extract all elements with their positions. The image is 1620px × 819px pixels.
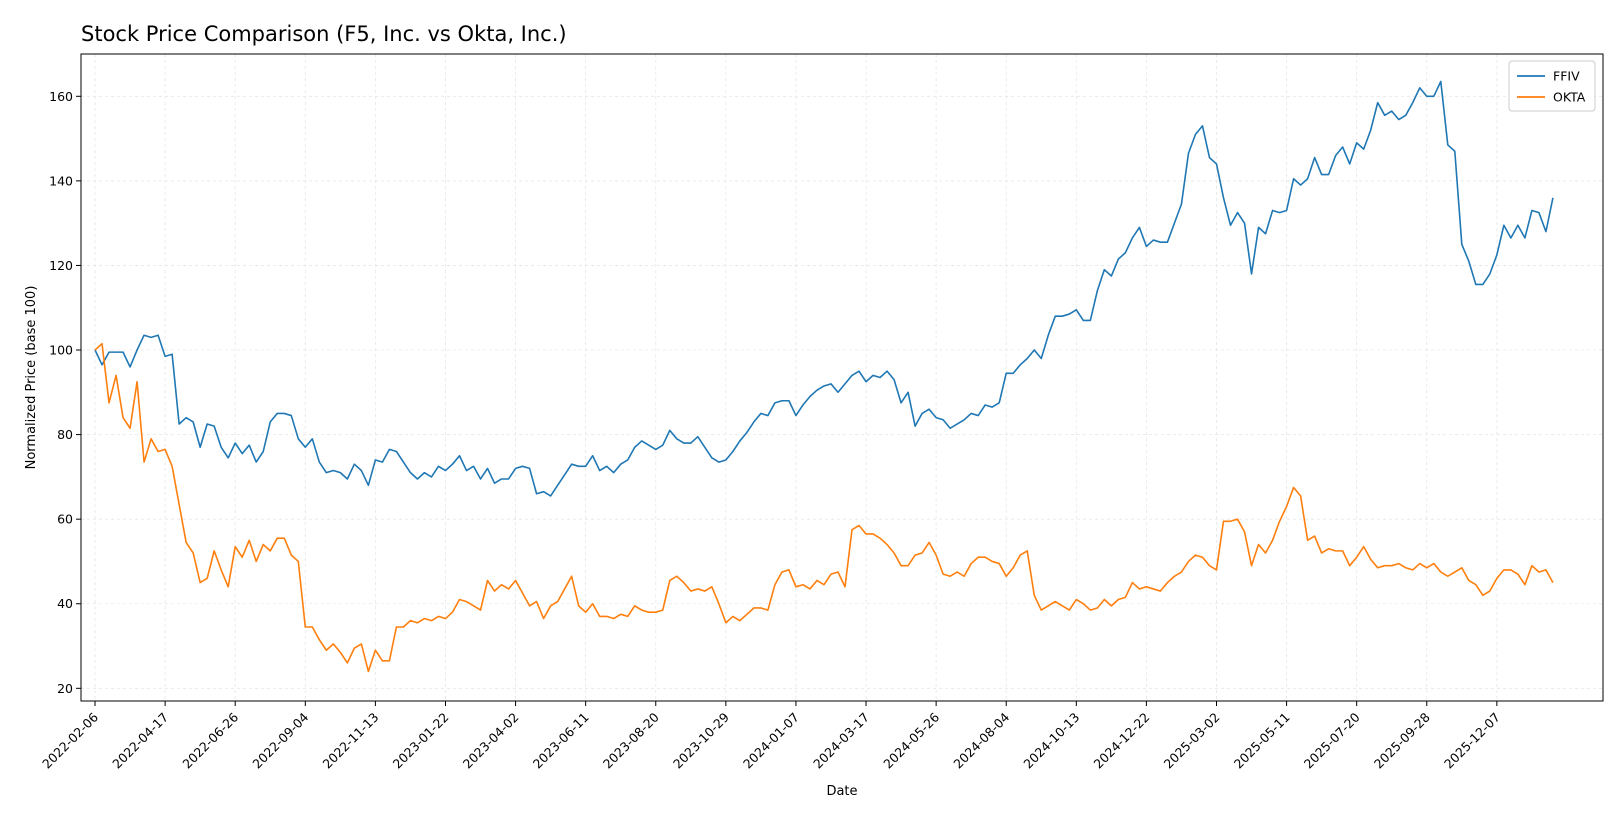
y-axis-ticks: 20 40 60 80 100 120 140 160 bbox=[49, 89, 81, 696]
series-line-okta bbox=[94, 342, 1554, 673]
y-tick-label: 80 bbox=[57, 427, 73, 442]
y-axis-label: Normalized Price (base 100) bbox=[24, 286, 39, 470]
y-tick-label: 40 bbox=[57, 596, 73, 611]
legend-label-okta: OKTA bbox=[1553, 90, 1586, 105]
plot-frame bbox=[80, 53, 1604, 702]
legend-box bbox=[1508, 60, 1596, 112]
legend: FFIV OKTA bbox=[1508, 60, 1596, 112]
y-tick-label: 20 bbox=[57, 681, 73, 696]
y-tick-label: 60 bbox=[57, 512, 73, 527]
chart-title: Stock Price Comparison (F5, Inc. vs Okta… bbox=[81, 22, 567, 46]
legend-label-ffiv: FFIV bbox=[1553, 69, 1580, 84]
series-line-ffiv bbox=[94, 80, 1554, 497]
grid bbox=[81, 54, 1603, 701]
y-tick-label: 160 bbox=[49, 89, 73, 104]
series-layer bbox=[94, 80, 1554, 673]
y-tick-label: 140 bbox=[49, 173, 73, 188]
y-tick-label: 100 bbox=[49, 343, 73, 358]
legend-entries: FFIV OKTA bbox=[1517, 69, 1586, 105]
x-axis-label: Date bbox=[826, 784, 857, 799]
y-tick-label: 120 bbox=[49, 258, 73, 273]
